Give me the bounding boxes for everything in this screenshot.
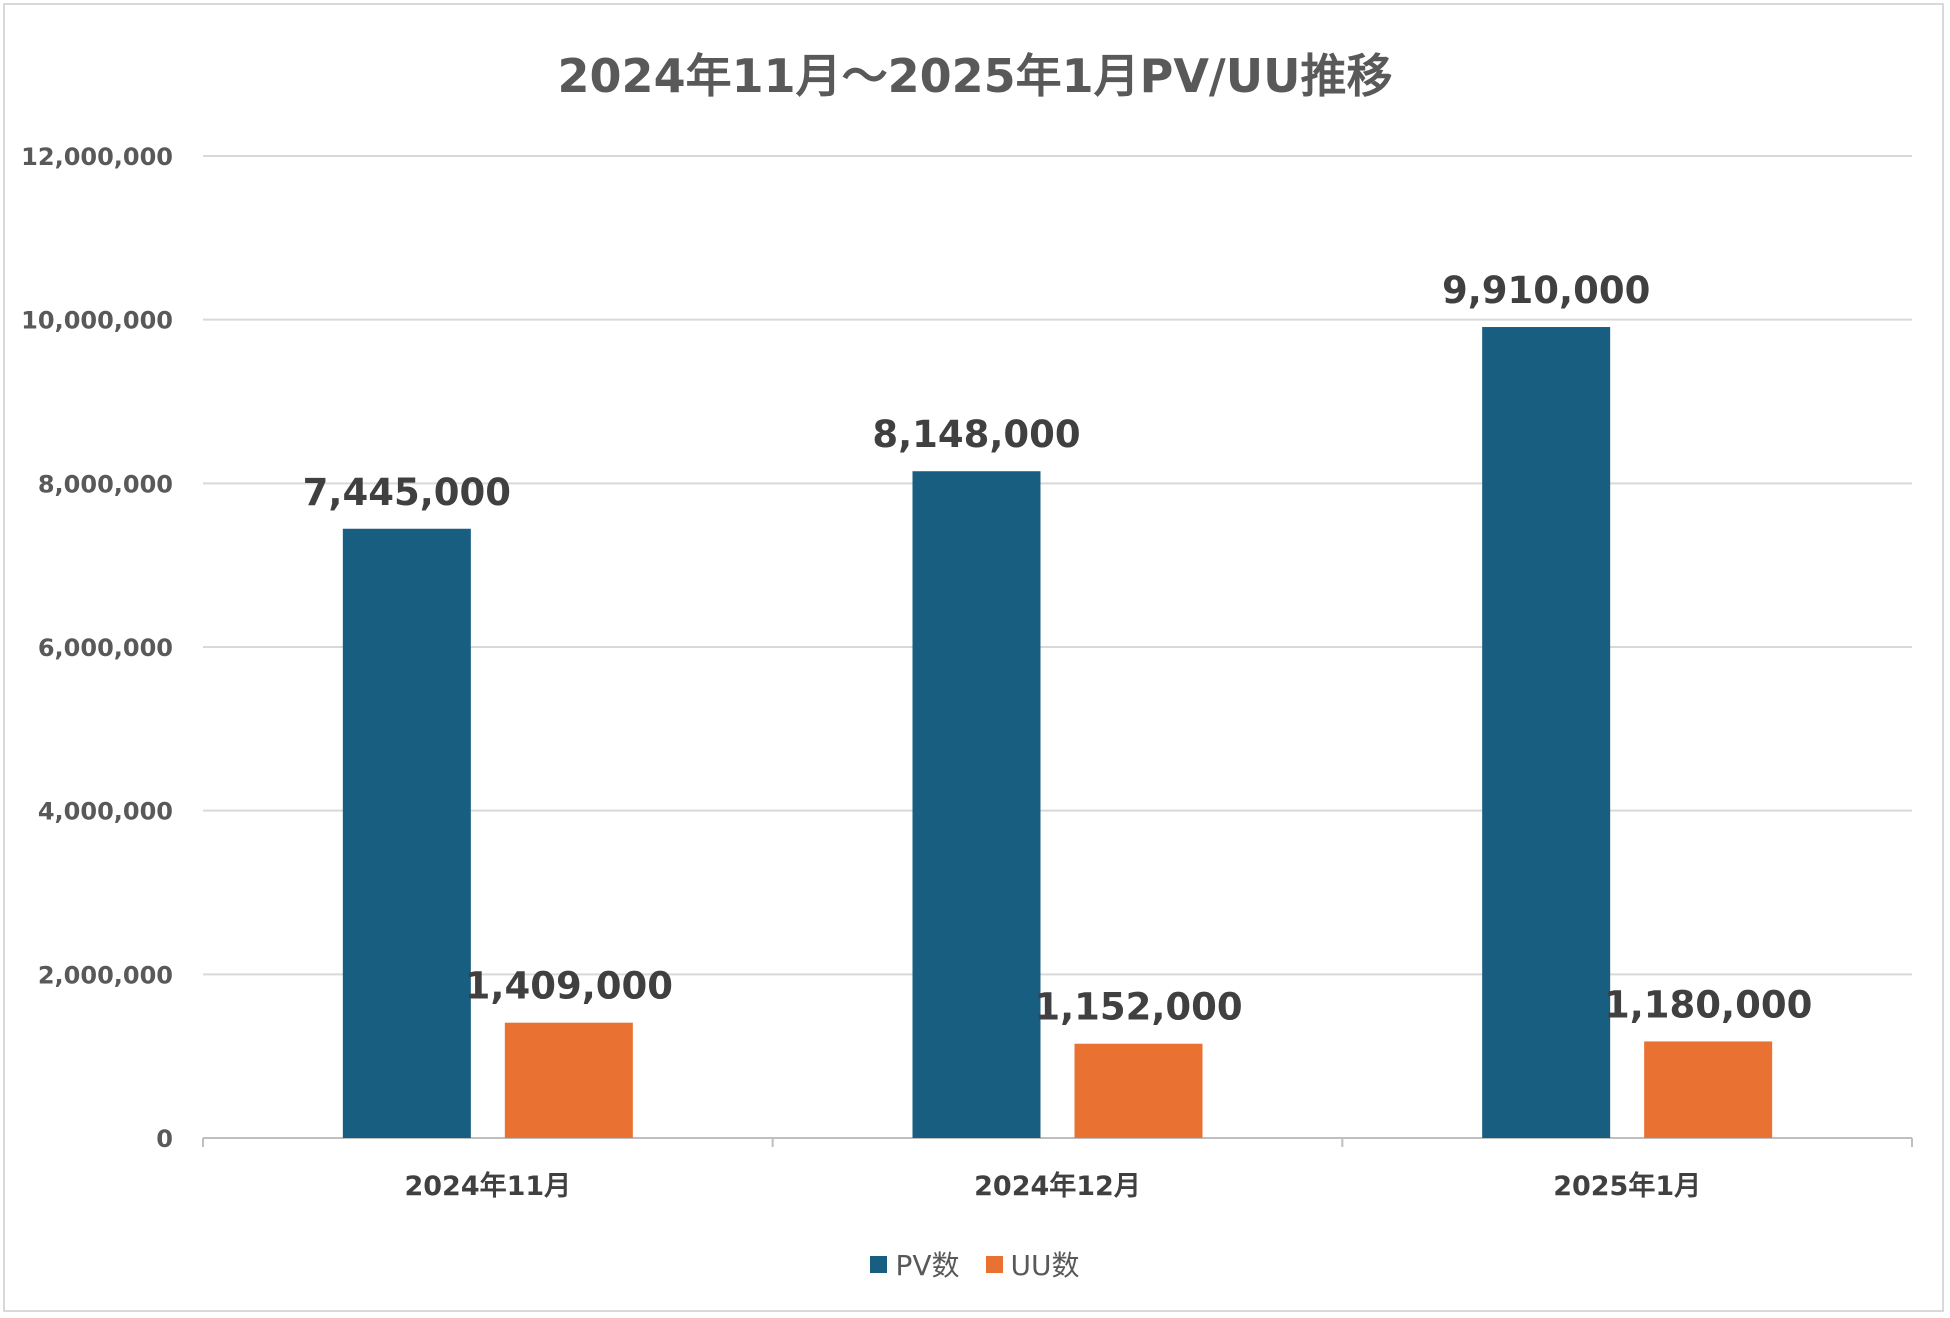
legend-label: UU数: [1010, 1249, 1080, 1282]
data-label: 7,445,000: [303, 471, 511, 514]
y-tick-label: 6,000,000: [38, 634, 173, 662]
y-tick-label: 8,000,000: [38, 470, 173, 498]
y-axis: 0 2,000,000 4,000,000 6,000,000 8,000,000 10,…: [21, 143, 173, 1153]
y-tick-label: 2,000,000: [38, 961, 173, 989]
y-tick-label: 10,000,000: [21, 307, 173, 335]
data-label: 1,180,000: [1604, 983, 1812, 1026]
data-labels: 7,445,000 1,409,000 8,148,000 1,152,000 9,91…: [303, 269, 1813, 1029]
legend-item: PV数: [870, 1244, 960, 1284]
legend-swatch: [985, 1255, 1003, 1273]
x-tick-label: 2024年11月: [404, 1170, 571, 1202]
data-label: 1,409,000: [465, 965, 673, 1008]
x-tick-label: 2025年1月: [1553, 1170, 1701, 1202]
bar-pv: [912, 471, 1041, 1138]
chart-title: 2024年11月～2025年1月PV/UU推移: [557, 49, 1393, 103]
bars: [342, 327, 1773, 1138]
y-tick-label: 0: [156, 1125, 173, 1153]
legend: PV数 UU数: [0, 1244, 1950, 1284]
y-tick-label: 4,000,000: [38, 798, 173, 826]
x-tick-label: 2024年12月: [974, 1170, 1141, 1202]
bar-uu: [504, 1022, 633, 1138]
legend-label: PV数: [895, 1249, 960, 1282]
legend-swatch: [870, 1255, 888, 1273]
bar-uu: [1644, 1041, 1773, 1138]
data-label: 8,148,000: [872, 413, 1080, 456]
bar-uu: [1074, 1043, 1203, 1138]
gridlines: [203, 155, 1912, 976]
bar-pv: [342, 528, 471, 1138]
legend-item: UU数: [985, 1244, 1080, 1284]
x-axis: 2024年11月 2024年12月 2025年1月: [202, 1137, 1913, 1202]
bar-pv: [1482, 327, 1611, 1138]
y-tick-label: 12,000,000: [21, 143, 173, 171]
data-label: 1,152,000: [1034, 986, 1242, 1029]
data-label: 9,910,000: [1442, 269, 1650, 312]
